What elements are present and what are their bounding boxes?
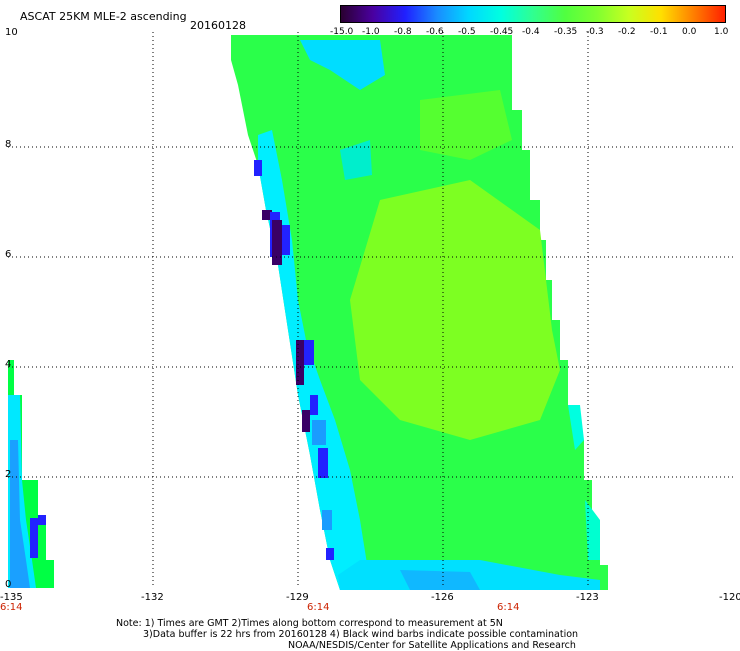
y-label-6: 6	[5, 249, 12, 260]
footer-note-2: 3)Data buffer is 22 hrs from 20160128 4)…	[143, 629, 579, 640]
colorbar-label: 1.0	[714, 27, 729, 37]
y-label-10: 10	[5, 27, 18, 38]
y-label-0: 0	[5, 579, 12, 590]
colorbar-label: -0.5	[458, 27, 476, 37]
colorbar-label: -0.6	[426, 27, 444, 37]
x-label-120: -120	[719, 592, 740, 603]
colorbar-label: -0.1	[650, 27, 668, 37]
colorbar-label: -0.35	[554, 27, 578, 37]
y-label-8: 8	[5, 139, 12, 150]
colorbar-label: -1.0	[362, 27, 380, 37]
footer-note-1: Note: 1) Times are GMT 2)Times along bot…	[116, 618, 503, 629]
colorbar-label: -0.4	[522, 27, 540, 37]
swath-main	[231, 35, 608, 590]
x-label-126: -126	[431, 592, 454, 603]
grid	[8, 32, 736, 588]
colorbar-label: -15.0	[330, 27, 354, 37]
x-label-123: -123	[576, 592, 599, 603]
colorbar	[340, 5, 726, 23]
footer-credit: NOAA/NESDIS/Center for Satellite Applica…	[288, 640, 576, 651]
y-label-2: 2	[5, 469, 12, 480]
colorbar-label: -0.8	[394, 27, 412, 37]
date-label: 20160128	[190, 19, 246, 32]
colorbar-label: -0.45	[490, 27, 514, 37]
time-label: 6:14	[0, 602, 23, 613]
time-label: 6:14	[307, 602, 330, 613]
colorbar-label: -0.2	[618, 27, 636, 37]
swath-left	[8, 360, 54, 588]
colorbar-label: -0.3	[586, 27, 604, 37]
colorbar-label: 0.0	[682, 27, 697, 37]
x-label-129: -129	[286, 592, 309, 603]
x-label-132: -132	[141, 592, 164, 603]
x-label-135: -135	[0, 592, 23, 603]
y-label-4: 4	[5, 359, 12, 370]
map-title: ASCAT 25KM MLE-2 ascending	[20, 10, 187, 23]
time-label: 6:14	[497, 602, 520, 613]
